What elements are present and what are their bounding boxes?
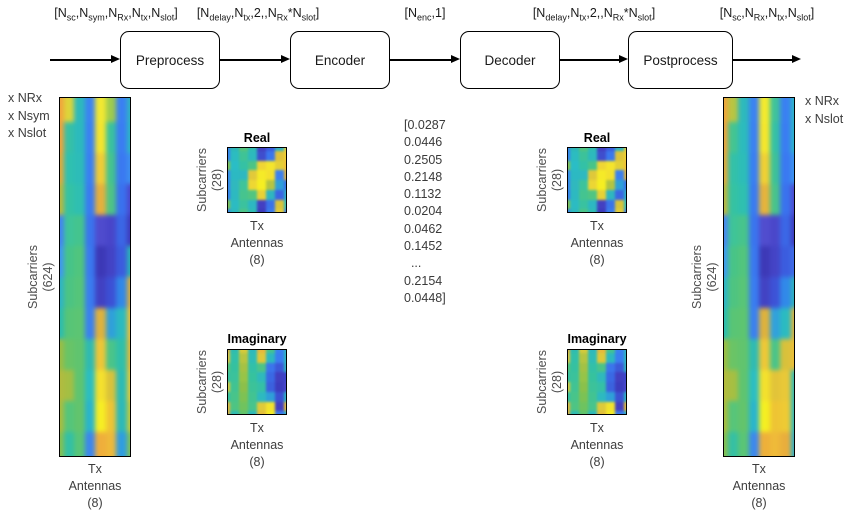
postprocess-box: Postprocess — [628, 31, 733, 89]
ylabel-text: Subcarriers — [690, 245, 704, 309]
ylabel-text: Subcarriers — [535, 148, 549, 212]
real-right-title: Real — [583, 131, 611, 145]
output-csi-heatmap-cells — [724, 98, 794, 456]
left-heatmap-ylabel: Subcarriers (624) — [26, 207, 58, 347]
arrow-head-pre-enc — [281, 55, 290, 63]
ylabel-text: Subcarriers — [195, 350, 209, 414]
arrow-head-dec-post — [619, 55, 628, 63]
imag-left-title: Imaginary — [227, 332, 287, 346]
real-left-title: Real — [243, 131, 271, 145]
arrow-head-enc-dec — [451, 55, 460, 63]
left-multiplier-labels: x NRx x Nsym x Nslot — [8, 91, 50, 140]
real-left-heatmap — [227, 147, 287, 213]
encoded-codeword-values: [0.0287 0.0446 0.2505 0.2148 0.1132 0.0204 0.0… — [404, 118, 446, 305]
preprocessed-dims-label: [Ndelay,Ntx,2,,NRx*Nslot] — [196, 6, 320, 23]
arrow-head-input — [111, 55, 120, 63]
output-csi-heatmap — [723, 97, 795, 457]
right-heatmap-ylabel: Subcarriers (624) — [690, 207, 722, 347]
right-multiplier-labels: x NRx x Nslot — [805, 94, 844, 126]
arrow-line-pre-enc — [220, 59, 282, 61]
ylabel-text: Subcarriers — [535, 350, 549, 414]
ylabel-dim: (624) — [40, 262, 55, 292]
imag-right-title: Imaginary — [567, 332, 627, 346]
input-dims-label: [Nsc,Nsym,NRx,Ntx,Nslot] — [54, 6, 178, 23]
imag-right-heatmap-cells — [568, 350, 626, 414]
imag-right-heatmap — [567, 349, 627, 415]
ylabel-dim: (624) — [704, 262, 719, 292]
real-left-heatmap-cells — [228, 148, 286, 212]
real-right-heatmap — [567, 147, 627, 213]
decoder-box: Decoder — [460, 31, 560, 89]
arrow-line-dec-post — [560, 59, 620, 61]
real-left-xlabel: Tx Antennas (8) — [230, 219, 284, 267]
input-csi-heatmap-cells — [60, 98, 130, 456]
arrow-line-enc-dec — [390, 59, 452, 61]
decoded-dims-label: [Ndelay,Ntx,2,,NRx*Nslot] — [532, 6, 656, 23]
imag-left-heatmap — [227, 349, 287, 415]
encoded-dims-label: [Nenc,1] — [404, 6, 446, 23]
arrow-line-output — [733, 59, 793, 61]
imag-left-xlabel: Tx Antennas (8) — [230, 421, 284, 469]
arrow-head-output — [792, 55, 801, 63]
real-right-xlabel: Tx Antennas (8) — [570, 219, 624, 267]
imag-right-xlabel: Tx Antennas (8) — [570, 421, 624, 469]
input-csi-heatmap — [59, 97, 131, 457]
output-dims-label: [Nsc,NRx,Ntx,Nslot] — [719, 6, 815, 23]
imag-left-heatmap-cells — [228, 350, 286, 414]
left-heatmap-xlabel: Tx Antennas (8) — [68, 462, 122, 510]
preprocess-box: Preprocess — [120, 31, 220, 89]
arrow-line-input — [50, 59, 112, 61]
real-right-heatmap-cells — [568, 148, 626, 212]
ylabel-text: Subcarriers — [195, 148, 209, 212]
ylabel-text: Subcarriers — [26, 245, 40, 309]
right-heatmap-xlabel: Tx Antennas (8) — [732, 462, 786, 510]
encoder-box: Encoder — [290, 31, 390, 89]
